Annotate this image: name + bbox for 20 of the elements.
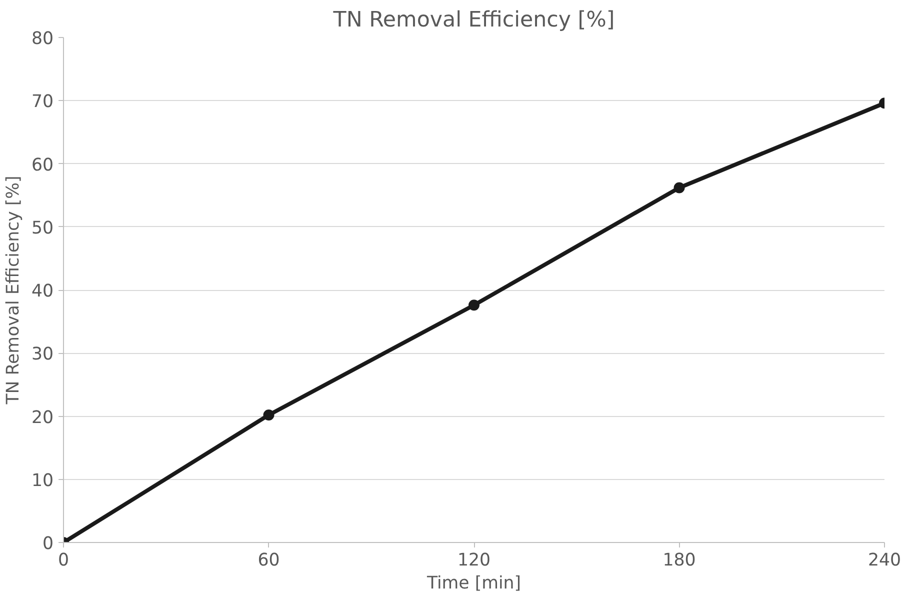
y-tick-label: 70 (31, 92, 54, 112)
x-tick-label: 120 (457, 550, 491, 570)
y-tick-label: 40 (31, 282, 54, 302)
y-tick-label: 80 (31, 29, 54, 49)
x-tick-label: 180 (662, 550, 696, 570)
y-tick-label: 50 (31, 218, 54, 238)
point (263, 409, 274, 420)
y-axis-title: TN Removal Efficiency [%] (3, 176, 24, 406)
y-tick-label: 20 (31, 408, 54, 428)
x-tick-label: 240 (868, 550, 902, 570)
y-tick-label: 30 (31, 344, 54, 365)
y-tick-label: 10 (31, 470, 54, 491)
x-tick-label: 60 (258, 550, 280, 570)
x-tick-label: 0 (58, 550, 70, 570)
point (674, 182, 685, 194)
point (468, 300, 480, 311)
x-axis-title: Time [min] (426, 574, 522, 594)
y-tick-label: 0 (42, 534, 54, 554)
chart-title: TN Removal Efficiency [%] (332, 8, 615, 32)
y-tick-label: 60 (31, 155, 54, 176)
